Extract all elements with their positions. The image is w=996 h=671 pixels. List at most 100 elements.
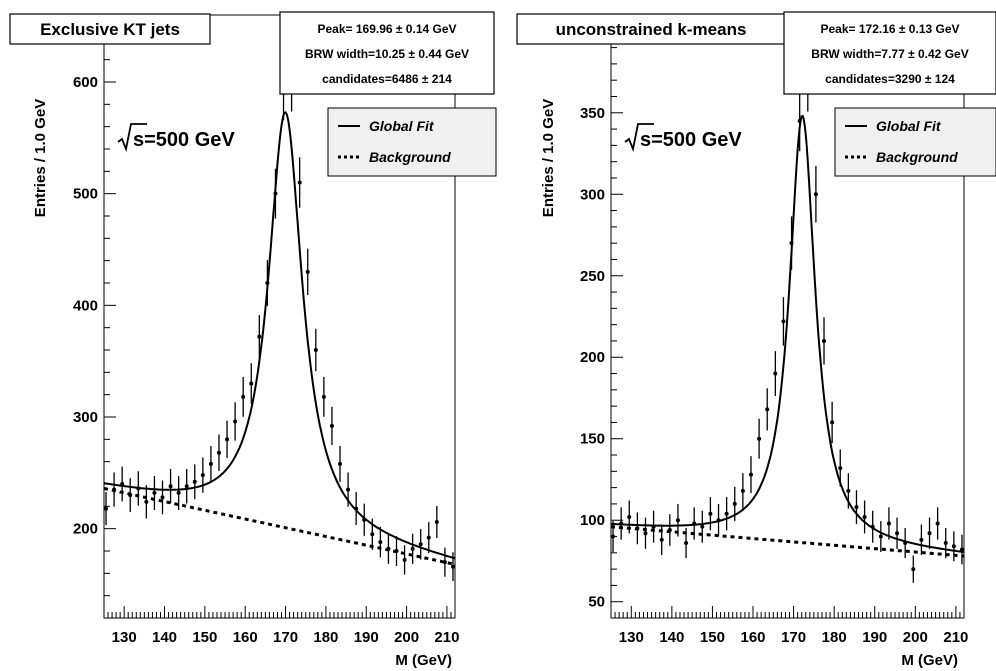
right-data-point [757, 436, 762, 441]
left-data-point [225, 437, 230, 442]
left-points-layer [104, 56, 455, 582]
left-data-point [426, 535, 431, 540]
left-stats-width: BRW width=10.25 ± 0.44 GeV [305, 47, 469, 61]
left-data-point [249, 381, 254, 386]
left-data-point [176, 490, 181, 495]
left-data-point [200, 473, 205, 478]
right-data-point [643, 531, 648, 536]
left-y-tick-label: 400 [73, 297, 98, 314]
right-data-point [684, 541, 689, 546]
left-data-point [386, 546, 391, 551]
right-data-point [700, 524, 705, 529]
right-legend-global-fit: Global Fit [876, 118, 942, 134]
left-data-point [184, 484, 189, 489]
left-data-point [394, 549, 399, 553]
left-stats-box [279, 11, 495, 95]
left-energy-annotation: s=500 GeV [133, 129, 235, 151]
right-x-tick-label: 190 [862, 629, 887, 646]
left-y-tick-label: 200 [73, 521, 98, 538]
right-sqrt-symbol [624, 123, 654, 153]
right-x-axis-label: M (GeV) [901, 652, 958, 669]
right-x-tick-label: 130 [619, 629, 644, 646]
right-background-curve [610, 525, 965, 558]
left-chart-panel: 130 140 150 160 170 180 190 200 210 200 300 400 500 6… [9, 11, 497, 669]
right-stats-candidates: candidates=3290 ± 124 [825, 72, 955, 86]
right-data-point [927, 531, 932, 536]
left-data-point [362, 517, 367, 522]
right-data-point [675, 518, 680, 523]
left-x-tick-label: 170 [273, 629, 298, 646]
left-data-point [192, 479, 197, 484]
left-plot-frame [103, 14, 456, 619]
left-stats-candidates: candidates=6486 ± 214 [322, 72, 452, 86]
right-data-point [708, 511, 713, 516]
left-ticks-layer: 130 140 150 160 170 180 190 200 210 200 300 400 500 6… [73, 14, 459, 646]
left-data-point [160, 495, 165, 500]
left-data-point [152, 490, 157, 495]
right-y-tick-label: 50 [588, 594, 605, 611]
left-data-point [257, 334, 262, 339]
left-legend-background: Background [369, 149, 451, 165]
right-data-point [740, 488, 745, 493]
right-x-tick-label: 200 [903, 629, 928, 646]
left-data-point [208, 461, 213, 466]
left-x-tick-label: 130 [112, 629, 137, 646]
right-x-tick-label: 170 [781, 629, 806, 646]
right-data-point [765, 407, 770, 412]
right-data-point [659, 537, 664, 542]
left-data-point [329, 423, 334, 428]
right-legend-background: Background [876, 149, 958, 165]
right-data-point [651, 524, 656, 529]
right-data-point [724, 511, 729, 516]
right-data-point [911, 567, 916, 572]
right-data-point [862, 514, 867, 519]
right-data-point [822, 338, 827, 343]
right-data-point [830, 420, 835, 425]
left-data-point [104, 506, 109, 511]
left-x-tick-label: 140 [152, 629, 177, 646]
left-data-point [346, 487, 351, 492]
left-fit-layer [103, 111, 456, 566]
left-data-point [216, 450, 221, 455]
right-data-point [773, 371, 778, 376]
left-data-point [418, 542, 423, 547]
right-legend-box [834, 107, 996, 177]
left-x-axis-label: M (GeV) [395, 652, 452, 669]
right-data-point [797, 118, 802, 123]
left-data-point [233, 419, 238, 424]
right-data-point [716, 518, 721, 523]
left-data-point [434, 519, 439, 524]
left-global-fit-curve [103, 111, 456, 560]
left-y-tick-label: 300 [73, 409, 98, 426]
right-x-tick-label: 160 [740, 629, 765, 646]
right-data-point [732, 501, 737, 506]
left-data-point [265, 281, 270, 285]
left-x-tick-label: 160 [233, 629, 258, 646]
left-data-point [144, 499, 149, 504]
left-stats-peak: Peak= 169.96 ± 0.14 GeV [317, 22, 456, 36]
right-stats-width: BRW width=7.77 ± 0.42 GeV [811, 47, 968, 61]
right-data-point [870, 524, 875, 529]
right-data-point [838, 466, 843, 471]
right-data-point [919, 537, 924, 542]
left-y-tick-label: 500 [73, 186, 98, 203]
left-data-point [402, 557, 407, 562]
right-y-tick-label: 350 [580, 105, 605, 122]
right-y-tick-label: 200 [580, 349, 605, 366]
left-legend-box [327, 107, 497, 177]
right-data-point [692, 521, 697, 526]
right-data-point [854, 505, 859, 510]
left-y-axis-label: Entries / 1.0 GeV [32, 99, 49, 217]
left-data-point [120, 482, 125, 486]
right-global-fit-curve [611, 114, 965, 553]
left-data-point [338, 461, 343, 466]
right-data-point [789, 241, 794, 246]
right-data-point [943, 541, 948, 546]
left-data-point [450, 564, 455, 569]
left-data-point [321, 394, 326, 399]
right-energy-annotation: s=500 GeV [640, 129, 742, 151]
right-fit-layer [610, 114, 965, 558]
left-x-tick-label: 210 [434, 629, 459, 646]
right-data-point [781, 319, 786, 324]
